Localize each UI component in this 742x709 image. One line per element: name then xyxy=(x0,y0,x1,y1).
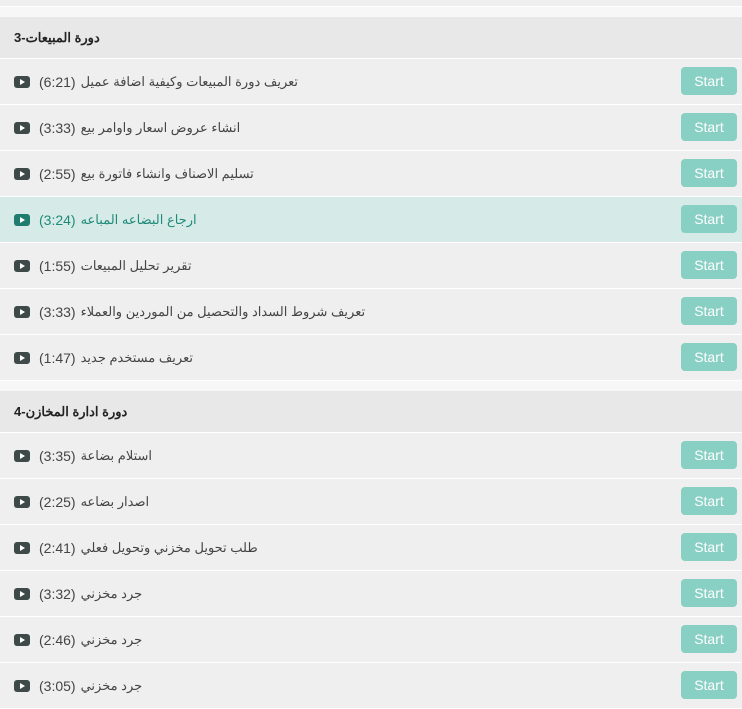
lesson-title[interactable]: جرد مخزني xyxy=(80,677,143,693)
lesson-row[interactable]: (2:46) جرد مخزني Start xyxy=(0,617,742,663)
start-button[interactable]: Start xyxy=(681,297,737,325)
course-curriculum: دورة المبيعات-3 (6:21) تعريف دورة المبيعات… xyxy=(0,7,742,709)
start-button[interactable]: Start xyxy=(681,579,737,607)
lesson-row[interactable]: (3:05) جرد مخزني Start xyxy=(0,663,742,709)
lesson-row[interactable]: (2:55) تسليم الاصناف وانشاء فاتورة بيع Sta… xyxy=(0,151,742,197)
play-icon xyxy=(14,121,30,134)
lesson-title[interactable]: تسليم الاصناف وانشاء فاتورة بيع xyxy=(80,165,254,181)
start-button[interactable]: Start xyxy=(681,251,737,279)
play-icon xyxy=(14,541,30,554)
lesson-duration: (2:41) xyxy=(39,539,76,556)
lesson-title[interactable]: تقرير تحليل المبيعات xyxy=(80,257,192,273)
lesson-title[interactable]: تعريف شروط السداد والتحصيل من الموردين و… xyxy=(80,303,366,319)
lesson-title[interactable]: تعريف مستخدم جديد xyxy=(80,349,193,365)
start-button[interactable]: Start xyxy=(681,205,737,233)
lesson-row[interactable]: (2:25) اصدار بضاعه Start xyxy=(0,479,742,525)
lesson-row[interactable]: (1:55) تقرير تحليل المبيعات Start xyxy=(0,243,742,289)
start-button[interactable]: Start xyxy=(681,533,737,561)
lesson-duration: (3:33) xyxy=(39,303,76,320)
lesson-row[interactable]: (3:33) تعريف شروط السداد والتحصيل من المو… xyxy=(0,289,742,335)
lesson-duration: (3:33) xyxy=(39,119,76,136)
lesson-row[interactable]: (1:47) تعريف مستخدم جديد Start xyxy=(0,335,742,381)
section-header: دورة المبيعات-3 xyxy=(0,17,742,59)
lesson-duration: (2:55) xyxy=(39,165,76,182)
play-icon xyxy=(14,449,30,462)
section-title: دورة المبيعات-3 xyxy=(14,29,100,45)
lesson-duration: (1:55) xyxy=(39,257,76,274)
lesson-row[interactable]: (2:41) طلب تحويل مخزني وتحويل فعلي Start xyxy=(0,525,742,571)
play-icon xyxy=(14,495,30,508)
lesson-title[interactable]: جرد مخزني xyxy=(80,631,143,647)
play-icon xyxy=(14,679,30,692)
start-button[interactable]: Start xyxy=(681,625,737,653)
lesson-duration: (2:25) xyxy=(39,493,76,510)
lesson-row[interactable]: (3:32) جرد مخزني Start xyxy=(0,571,742,617)
section-gap xyxy=(0,7,742,17)
lesson-duration: (3:35) xyxy=(39,447,76,464)
start-button[interactable]: Start xyxy=(681,159,737,187)
play-icon xyxy=(14,167,30,180)
section-header: دورة ادارة المخازن-4 xyxy=(0,391,742,433)
start-button[interactable]: Start xyxy=(681,671,737,699)
lesson-row[interactable]: (6:21) تعريف دورة المبيعات وكيفية اضافة ع… xyxy=(0,59,742,105)
lesson-row[interactable]: (3:35) استلام بضاعة Start xyxy=(0,433,742,479)
lesson-duration: (3:05) xyxy=(39,677,76,694)
start-button[interactable]: Start xyxy=(681,67,737,95)
lesson-row[interactable]: (3:33) انشاء عروض اسعار واوامر بيع Start xyxy=(0,105,742,151)
lesson-title[interactable]: تعريف دورة المبيعات وكيفية اضافة عميل xyxy=(80,73,299,89)
play-icon xyxy=(14,305,30,318)
play-icon xyxy=(14,633,30,646)
lesson-title[interactable]: اصدار بضاعه xyxy=(80,493,150,509)
lesson-duration: (3:24) xyxy=(39,211,76,228)
lesson-title[interactable]: طلب تحويل مخزني وتحويل فعلي xyxy=(80,539,258,555)
top-divider xyxy=(0,0,742,7)
lesson-title[interactable]: ارجاع البضاعه المباعه xyxy=(80,211,197,227)
lesson-duration: (1:47) xyxy=(39,349,76,366)
play-icon xyxy=(14,213,30,226)
section-gap xyxy=(0,381,742,391)
lesson-title[interactable]: انشاء عروض اسعار واوامر بيع xyxy=(80,119,241,135)
start-button[interactable]: Start xyxy=(681,441,737,469)
section-title: دورة ادارة المخازن-4 xyxy=(14,403,128,419)
play-icon xyxy=(14,587,30,600)
lesson-title[interactable]: جرد مخزني xyxy=(80,585,143,601)
lesson-duration: (6:21) xyxy=(39,73,76,90)
lesson-title[interactable]: استلام بضاعة xyxy=(80,447,153,463)
start-button[interactable]: Start xyxy=(681,113,737,141)
play-icon xyxy=(14,75,30,88)
lesson-duration: (2:46) xyxy=(39,631,76,648)
start-button[interactable]: Start xyxy=(681,343,737,371)
start-button[interactable]: Start xyxy=(681,487,737,515)
play-icon xyxy=(14,351,30,364)
play-icon xyxy=(14,259,30,272)
lesson-row[interactable]: (3:24) ارجاع البضاعه المباعه Start xyxy=(0,197,742,243)
lesson-duration: (3:32) xyxy=(39,585,76,602)
